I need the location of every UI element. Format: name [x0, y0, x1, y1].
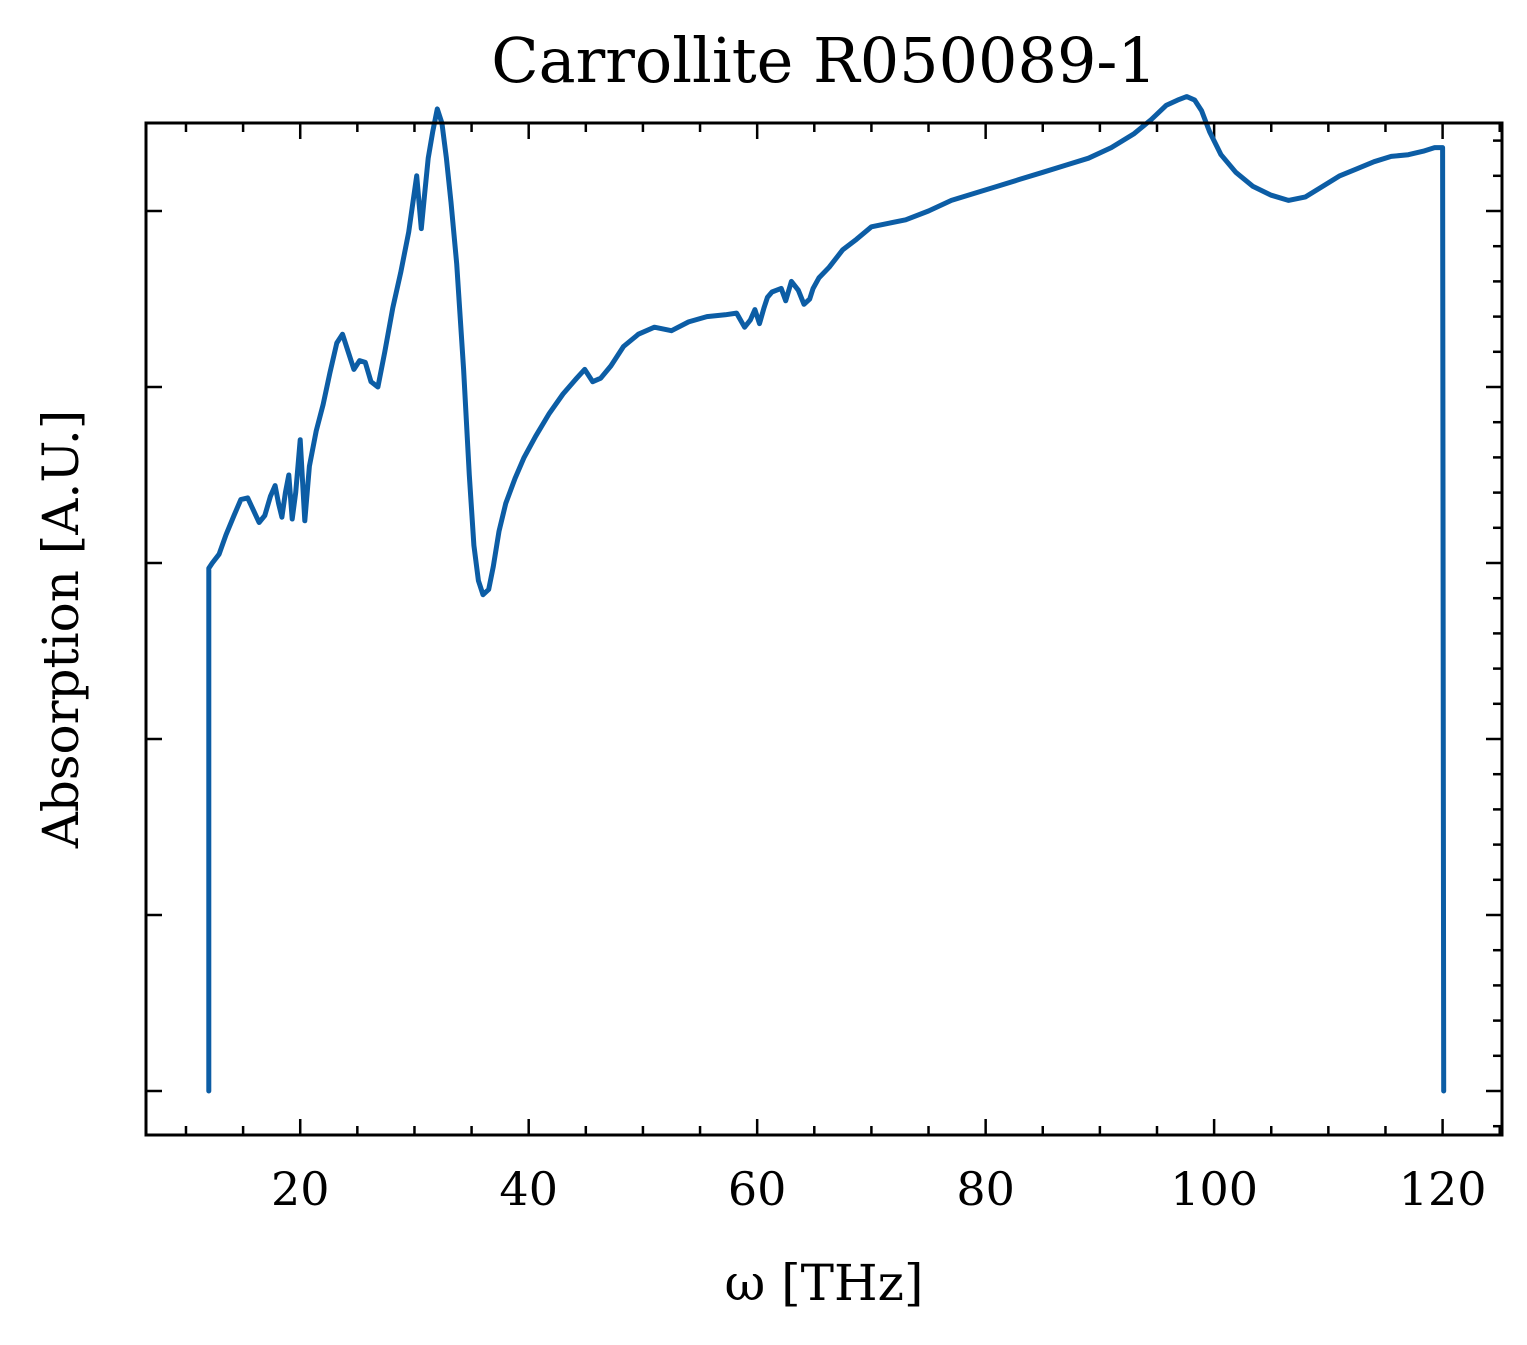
- x-tick-label: 20: [271, 1162, 330, 1216]
- x-tick-label: 80: [956, 1162, 1015, 1216]
- x-tick-labels: 20 40 60 80 100 120: [271, 1162, 1487, 1216]
- chart-title: Carrollite R050089-1: [491, 24, 1157, 97]
- x-tick-label: 100: [1170, 1162, 1258, 1216]
- y-axis-label: Absorption [A.U.]: [32, 410, 90, 850]
- x-tick-label: 60: [728, 1162, 787, 1216]
- absorption-series-line: [206, 94, 1447, 1094]
- x-tick-label: 120: [1399, 1162, 1487, 1216]
- plot-frame: [144, 121, 1504, 1137]
- x-tick-label: 40: [499, 1162, 558, 1216]
- x-axis-label: ω [THz]: [725, 1254, 924, 1312]
